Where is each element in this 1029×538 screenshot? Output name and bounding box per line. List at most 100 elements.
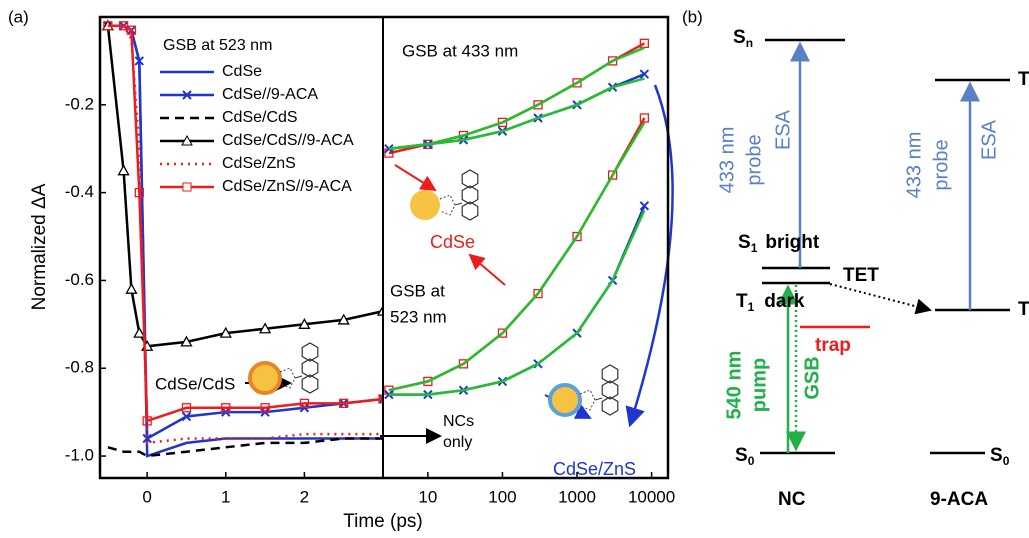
x-tick-label: 10: [418, 487, 437, 506]
marker: [376, 304, 383, 316]
linker: [279, 367, 296, 389]
legend-label: CdSe/CdS//9-ACA: [222, 132, 354, 149]
series-line: [388, 117, 646, 392]
marker: [533, 288, 543, 299]
series-line: [388, 46, 645, 150]
marker: [607, 56, 618, 66]
marker: [572, 78, 582, 88]
ring: [301, 358, 319, 378]
series-line: [388, 209, 646, 396]
marker: [378, 394, 383, 404]
note: bright: [765, 232, 819, 253]
marker: [298, 317, 311, 329]
y-tick-label: -0.6: [65, 270, 94, 289]
ring: [601, 364, 619, 384]
symbol: S: [990, 445, 1003, 466]
legend-label: CdSe/ZnS//9-ACA: [222, 178, 352, 195]
molecule-icon: [410, 169, 479, 221]
probe-label: 433 nm: [903, 132, 925, 199]
series-line: [106, 25, 383, 348]
linker: [579, 389, 596, 411]
gsb-label: GSB: [801, 356, 823, 399]
subscript: 0: [1003, 454, 1010, 468]
marker: [142, 433, 152, 444]
y-tick-label: -0.4: [65, 182, 94, 201]
annotation: GSB at: [390, 281, 445, 300]
ring: [461, 185, 479, 205]
x-axis-label: Time (ps): [343, 511, 423, 532]
annotation: 523 nm: [390, 307, 447, 326]
marker: [639, 69, 650, 79]
bond: [594, 397, 603, 401]
ring: [301, 374, 319, 394]
symbol: S: [738, 232, 751, 253]
probe-label: probe: [743, 134, 765, 185]
subscript: 0: [748, 454, 755, 468]
subscript: 1: [751, 241, 758, 255]
series-line: [107, 24, 383, 445]
linker: [439, 194, 456, 216]
x-tick-label: 0: [142, 487, 151, 506]
symbol: T: [1018, 299, 1029, 320]
symbol: S: [735, 445, 748, 466]
marker: [258, 322, 272, 334]
marker: [639, 38, 650, 48]
marker: [572, 231, 582, 242]
esa-label: ESA: [978, 119, 1000, 160]
legend-title: GSB at 523 nm: [163, 37, 272, 54]
pump-label: 540 nm: [723, 351, 745, 420]
annotation: only: [443, 434, 472, 451]
marker: [299, 398, 310, 409]
legend-marker: [181, 134, 193, 146]
tet-label: TET: [843, 265, 879, 286]
series-line: [388, 121, 646, 392]
molecule-icon: [248, 342, 319, 395]
series-line: [388, 77, 645, 150]
annotation: NCs: [443, 413, 474, 430]
nanocrystal: [410, 190, 440, 220]
marker: [639, 201, 650, 211]
note: dark: [764, 291, 805, 312]
marker: [181, 411, 192, 422]
symbol: S: [733, 27, 746, 48]
bond: [294, 375, 303, 379]
esa-label: ESA: [772, 109, 794, 150]
label-box: [152, 372, 238, 396]
series-line: [107, 437, 383, 458]
marker: [458, 359, 469, 369]
legend-marker: [182, 182, 192, 192]
annotation: CdSe/ZnS: [553, 459, 636, 479]
panel-label: (b): [682, 7, 703, 26]
legend-marker: [182, 90, 192, 100]
marker: [337, 313, 350, 325]
aca-label: 9-ACA: [930, 489, 988, 510]
chart-a: (a) Normalized ΔA Time (ps) GSB at 523 n…: [8, 7, 675, 532]
legend-marker: [182, 90, 192, 100]
ring: [301, 342, 319, 362]
trap-label: trap: [815, 335, 851, 356]
nc-label: NC: [778, 489, 806, 510]
legend-label: CdSe/ZnS: [222, 155, 296, 172]
marker: [497, 328, 508, 338]
state-label: S0: [990, 445, 1010, 468]
x-tick-label: 1000: [558, 487, 596, 506]
state-label: S0: [735, 445, 755, 468]
x-tick-label: 100: [488, 487, 516, 506]
state-label: S1 bright: [738, 232, 820, 255]
ring: [461, 201, 479, 221]
y-tick-label: -1.0: [65, 446, 94, 465]
plot-area: [384, 38, 650, 400]
marker: [134, 56, 145, 66]
y-tick-label: -0.8: [65, 358, 94, 377]
marker: [103, 21, 113, 31]
annotation: CdSe/CdS: [155, 374, 235, 393]
marker: [117, 164, 130, 176]
y-tick-label: -0.2: [65, 94, 94, 113]
pump-label: pump: [748, 358, 770, 412]
arrow: [625, 84, 674, 428]
x-tick-label: 2: [300, 487, 309, 506]
nanocrystal: [548, 383, 582, 417]
